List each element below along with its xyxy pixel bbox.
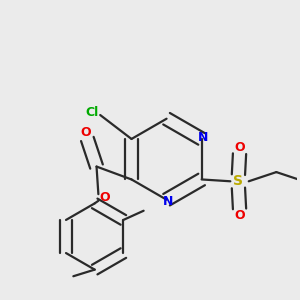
Text: S: S — [233, 174, 243, 188]
Text: N: N — [163, 195, 174, 208]
Text: N: N — [198, 130, 209, 144]
Text: Cl: Cl — [85, 106, 99, 118]
Text: O: O — [80, 126, 91, 139]
Text: O: O — [100, 190, 110, 204]
Text: O: O — [234, 209, 245, 222]
Text: O: O — [234, 141, 245, 154]
